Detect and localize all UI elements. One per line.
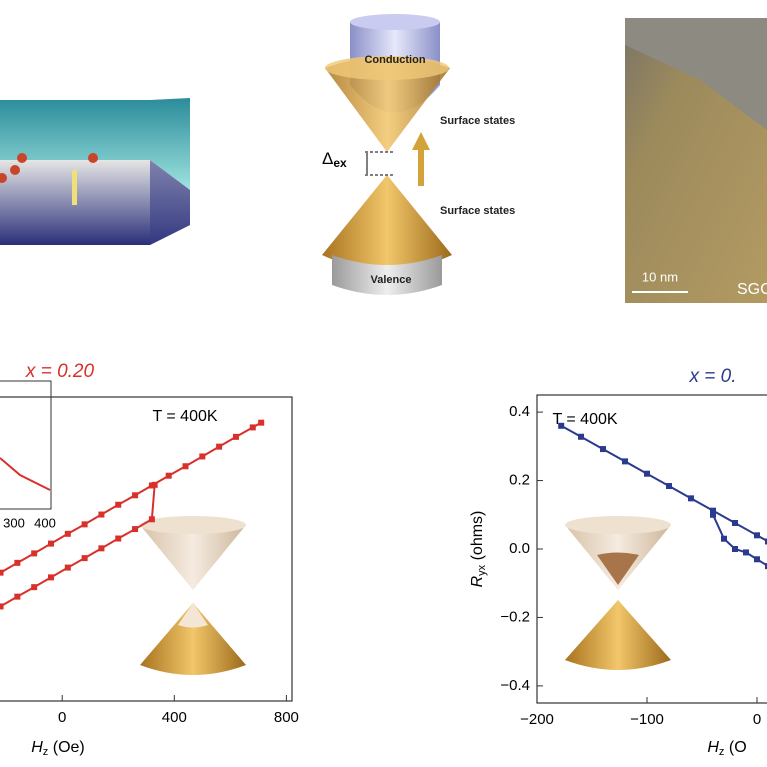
heterostructure-illustration <box>0 98 190 245</box>
x-tick-label: 400 <box>162 709 187 726</box>
data-point <box>732 519 738 526</box>
data-point <box>115 535 122 542</box>
x-tick-label: −200 <box>520 711 554 728</box>
data-point <box>14 593 21 600</box>
annotation: T = 400K <box>552 411 617 428</box>
y-tick-label: 0.2 <box>509 472 530 489</box>
data-point <box>98 545 105 552</box>
tem-label: SGC <box>737 281 767 298</box>
data-point <box>600 446 606 453</box>
data-point <box>165 472 172 479</box>
conduction-label: Conduction <box>364 54 425 66</box>
data-point <box>132 492 139 499</box>
data-point <box>578 433 584 440</box>
x-axis-label-part: H <box>31 739 43 756</box>
chart-title: x = 0. <box>689 366 737 387</box>
surface-states-label: Surface states <box>440 205 515 217</box>
annotation: T = 400K <box>152 408 217 425</box>
x-tick-label: 800 <box>274 709 299 726</box>
data-point <box>710 511 716 518</box>
data-point <box>64 530 71 537</box>
chart-title: x = 0.20 <box>25 361 95 382</box>
data-point <box>148 516 155 523</box>
valence-label: Valence <box>371 274 412 286</box>
data-point <box>216 443 223 450</box>
data-point <box>249 424 256 431</box>
data-point <box>754 532 760 539</box>
data-point <box>81 555 88 562</box>
inset-tick-label: 400 <box>34 515 56 530</box>
data-point <box>622 458 628 465</box>
y-axis-label-part: yx <box>476 564 488 576</box>
data-point <box>182 463 189 470</box>
data-point <box>558 422 565 429</box>
data-point <box>47 574 54 581</box>
cone-inset <box>140 516 246 675</box>
data-point <box>765 538 767 545</box>
y-axis-label-part: R <box>469 575 486 587</box>
x-tick-label: 0 <box>753 711 761 728</box>
data-point <box>710 507 716 514</box>
x-axis-label-part: (O <box>724 739 746 756</box>
plot-frame <box>0 396 293 702</box>
y-axis-label: Ryx (ohms) <box>469 511 488 588</box>
data-point <box>754 556 760 563</box>
data-point <box>743 549 749 556</box>
data-point <box>721 535 727 542</box>
data-point <box>765 563 767 570</box>
data-point <box>47 540 54 547</box>
y-tick-label: −0.2 <box>500 608 530 625</box>
inset-tick-label: 300 <box>3 515 25 530</box>
data-point <box>81 521 88 528</box>
data-point <box>98 511 105 518</box>
data-point <box>732 546 738 552</box>
tem-image: 10 nm SGC <box>625 18 767 303</box>
data-point <box>232 433 239 440</box>
x-axis-label: Hz (O <box>707 739 746 758</box>
x-axis-label-part: H <box>707 739 719 756</box>
data-point <box>666 483 672 490</box>
gap-label: Δex <box>322 149 347 170</box>
y-tick-label: 0.0 <box>509 540 530 557</box>
data-point <box>644 470 650 477</box>
x-axis-label-part: z <box>43 746 49 758</box>
gap-symbol: Δ <box>322 149 333 168</box>
data-point <box>151 481 158 488</box>
data-point <box>64 564 71 571</box>
data-point <box>115 501 122 508</box>
data-point <box>31 550 38 557</box>
data-point <box>31 584 38 591</box>
x-axis-label: Hz (Oe) <box>31 739 85 758</box>
data-point <box>199 453 206 460</box>
y-tick-label: −0.4 <box>500 677 530 694</box>
surface-states-label: Surface states <box>440 115 515 127</box>
x-axis-label-part: z <box>719 746 725 758</box>
x-tick-label: −100 <box>630 711 664 728</box>
data-point <box>0 569 4 576</box>
data-point <box>0 603 4 610</box>
scale-bar-label: 10 nm <box>642 269 678 284</box>
y-tick-label: 0.4 <box>509 403 530 420</box>
data-point <box>14 559 21 566</box>
data-point <box>688 495 694 502</box>
data-point <box>258 419 265 426</box>
y-axis-label-part: (ohms) <box>469 511 486 565</box>
inset-plot <box>0 380 52 510</box>
cone-inset <box>565 516 671 670</box>
x-axis-label-part: (Oe) <box>48 739 84 756</box>
band-diagram: Conduction Surface states Surface states… <box>322 14 515 295</box>
x-tick-label: 0 <box>58 709 66 726</box>
gap-subscript: ex <box>333 156 347 170</box>
data-point <box>132 526 139 533</box>
